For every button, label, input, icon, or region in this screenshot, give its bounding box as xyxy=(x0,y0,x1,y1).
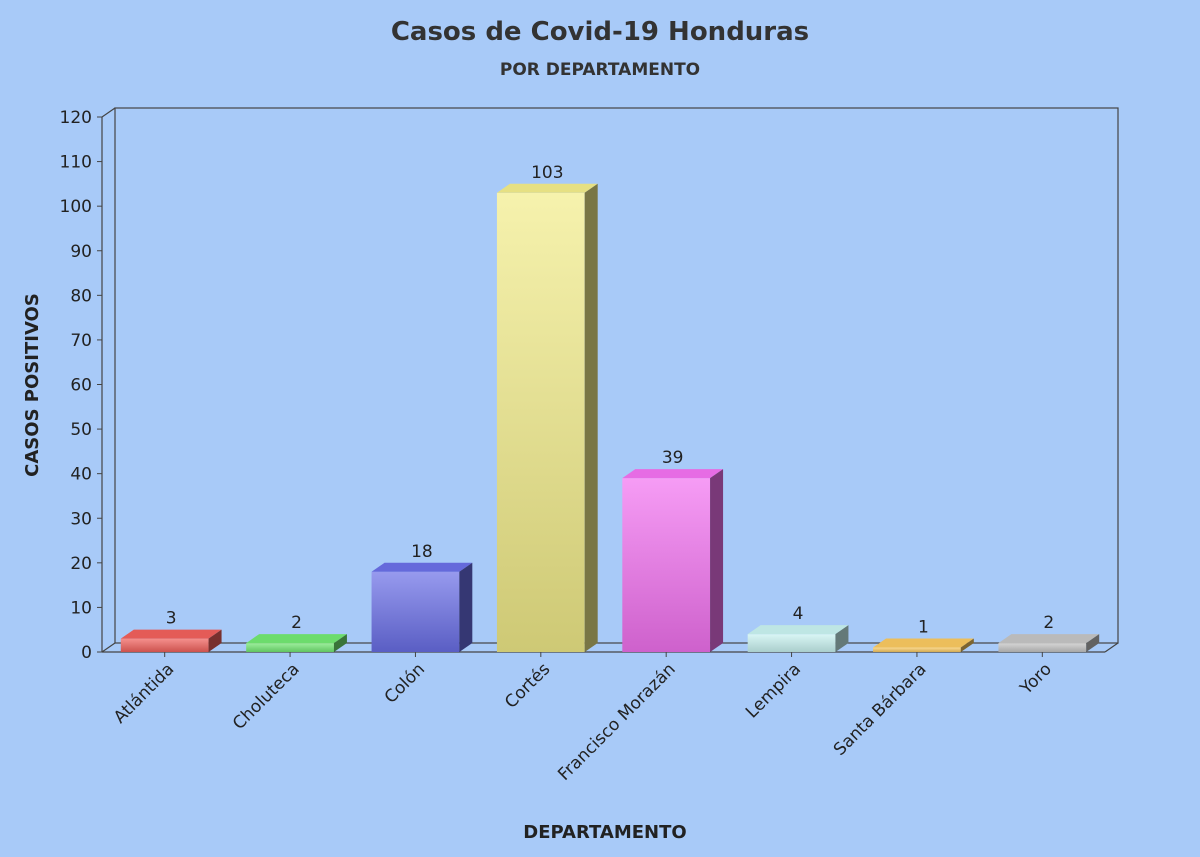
plot-depth-edge-left xyxy=(101,642,116,653)
bar-top-face xyxy=(873,638,974,648)
bar-group: 39 xyxy=(622,448,724,653)
x-tick-label: Atlántida xyxy=(110,659,178,727)
bar-top-face xyxy=(622,469,724,479)
y-tick-label: 100 xyxy=(60,197,92,217)
x-tick-label: Lempira xyxy=(742,659,805,722)
bar-group: 103 xyxy=(496,163,598,653)
bar-side-face xyxy=(333,634,347,652)
bar xyxy=(246,643,334,653)
y-tick-label: 110 xyxy=(60,153,92,173)
x-axis-ticks: Atlántida Choluteca Colón Cortés Francisco M… xyxy=(110,652,1056,785)
bar-group: 3 xyxy=(120,609,222,653)
x-tick-label: Santa Bárbara xyxy=(830,659,931,760)
bar-group: 18 xyxy=(371,542,473,653)
y-tick-label: 60 xyxy=(70,376,92,396)
x-tick-label: Yoro xyxy=(1016,659,1056,699)
bar-data-label: 4 xyxy=(793,604,804,624)
bar-top-face xyxy=(496,183,598,193)
bar xyxy=(371,571,460,653)
chart-title: Casos de Covid-19 Honduras xyxy=(391,17,809,47)
y-axis-ticks: 0 10 20 30 40 50 60 70 80 90 100 110 120 xyxy=(60,108,102,663)
y-tick-label: 10 xyxy=(70,598,92,618)
y-tick-label: 70 xyxy=(70,331,92,351)
x-tick-label: Francisco Morazán xyxy=(554,659,679,784)
plot-back-wall xyxy=(114,107,1119,644)
y-tick-label: 120 xyxy=(60,108,92,128)
bar-side-face xyxy=(710,469,724,652)
bars: 3 2 18 103 39 4 1 2 xyxy=(120,163,1100,653)
bar-data-label: 2 xyxy=(1043,613,1054,633)
bar xyxy=(873,647,961,653)
x-axis-title: DEPARTAMENTO xyxy=(523,822,686,843)
bar-data-label: 18 xyxy=(411,542,433,562)
bar-side-face xyxy=(960,638,974,652)
y-tick-label: 50 xyxy=(70,420,92,440)
chart-subtitle: POR DEPARTAMENTO xyxy=(500,60,700,80)
bar-group: 2 xyxy=(998,613,1100,653)
y-tick-label: 20 xyxy=(70,554,92,574)
bar-side-face xyxy=(459,562,473,652)
bar xyxy=(622,478,711,653)
bar-data-label: 3 xyxy=(166,609,177,629)
y-tick-label: 0 xyxy=(81,643,92,663)
bar-data-label: 1 xyxy=(918,618,929,638)
bar-data-label: 103 xyxy=(531,163,563,183)
bar-group: 4 xyxy=(747,604,849,653)
y-axis-title: CASOS POSITIVOS xyxy=(22,293,43,477)
y-tick-label: 40 xyxy=(70,465,92,485)
bar-group: 2 xyxy=(246,613,347,653)
bar-top-face xyxy=(246,634,347,644)
y-tick-label: 90 xyxy=(70,242,92,262)
bar-top-face xyxy=(120,629,222,639)
bar-side-face xyxy=(835,625,849,652)
bar-side-face xyxy=(584,183,598,652)
x-tick-label: Cortés xyxy=(501,659,554,712)
plot-depth-edge-right xyxy=(1104,642,1119,653)
y-tick-label: 80 xyxy=(70,286,92,306)
bar-data-label: 2 xyxy=(291,613,302,633)
bar-top-face xyxy=(747,625,849,635)
x-tick-label: Choluteca xyxy=(229,659,304,734)
bar-side-face xyxy=(1086,634,1100,652)
bar xyxy=(496,192,585,653)
bar-side-face xyxy=(208,629,222,652)
bar-top-face xyxy=(998,634,1100,644)
bar xyxy=(747,634,836,653)
y-tick-label: 30 xyxy=(70,509,92,529)
bar-top-face xyxy=(371,562,473,572)
bar-data-label: 39 xyxy=(662,448,684,468)
bar xyxy=(120,638,209,653)
bar xyxy=(998,643,1087,653)
plot-depth-edge-top xyxy=(101,107,116,118)
x-tick-label: Colón xyxy=(381,659,429,707)
bar-group: 1 xyxy=(873,618,974,653)
plot-frame xyxy=(101,107,1119,653)
